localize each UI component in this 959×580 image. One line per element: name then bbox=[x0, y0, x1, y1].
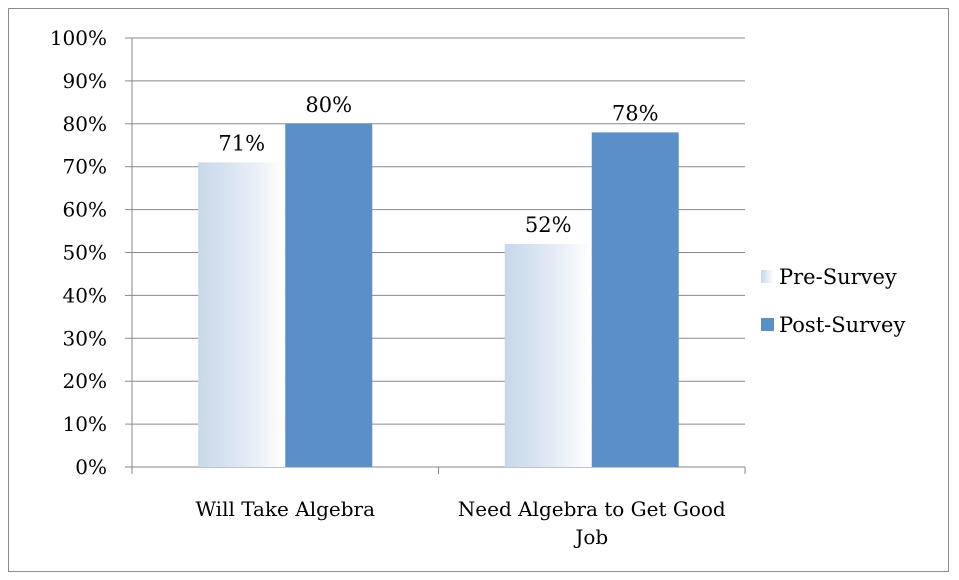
y-tick-label: 20% bbox=[63, 369, 107, 393]
x-tick-label: Need Algebra to Get Good bbox=[458, 497, 726, 521]
data-labels: 71% 80% 52% 78% bbox=[218, 93, 658, 237]
bar-pre-survey bbox=[198, 162, 286, 467]
chart-frame bbox=[8, 8, 949, 572]
data-label: 80% bbox=[305, 93, 352, 117]
y-tick-label: 10% bbox=[63, 412, 107, 436]
y-tick-label: 80% bbox=[63, 112, 107, 136]
legend-label: Post-Survey bbox=[779, 313, 905, 337]
data-label: 71% bbox=[218, 131, 265, 155]
y-tick-label: 50% bbox=[63, 241, 107, 265]
data-label: 78% bbox=[612, 101, 659, 125]
bar-pre-survey bbox=[504, 243, 592, 467]
y-tick-label: 60% bbox=[63, 198, 107, 222]
legend-swatch bbox=[761, 318, 774, 331]
y-tick-label: 0% bbox=[75, 455, 107, 479]
legend: Pre-Survey Post-Survey bbox=[761, 265, 905, 337]
y-tick-label: 30% bbox=[63, 326, 107, 350]
x-tick-label: Will Take Algebra bbox=[195, 497, 375, 521]
y-tick-label: 70% bbox=[63, 155, 107, 179]
data-label: 52% bbox=[525, 213, 572, 237]
bar-post-survey bbox=[285, 123, 373, 468]
y-tick-label: 90% bbox=[63, 69, 107, 93]
x-tick-label: Job bbox=[573, 525, 608, 549]
y-tick-label: 100% bbox=[50, 26, 107, 50]
bar-post-survey bbox=[591, 132, 679, 467]
legend-label: Pre-Survey bbox=[779, 265, 897, 289]
legend-swatch bbox=[761, 270, 774, 283]
bars bbox=[198, 123, 679, 468]
x-tick-labels: Will Take Algebra Need Algebra to Get Goo… bbox=[195, 497, 725, 549]
y-tick-labels: 0% 10% 20% 30% 40% 50% 60% 70% 80% 90% 100% bbox=[50, 26, 107, 479]
y-tick-label: 40% bbox=[63, 283, 107, 307]
